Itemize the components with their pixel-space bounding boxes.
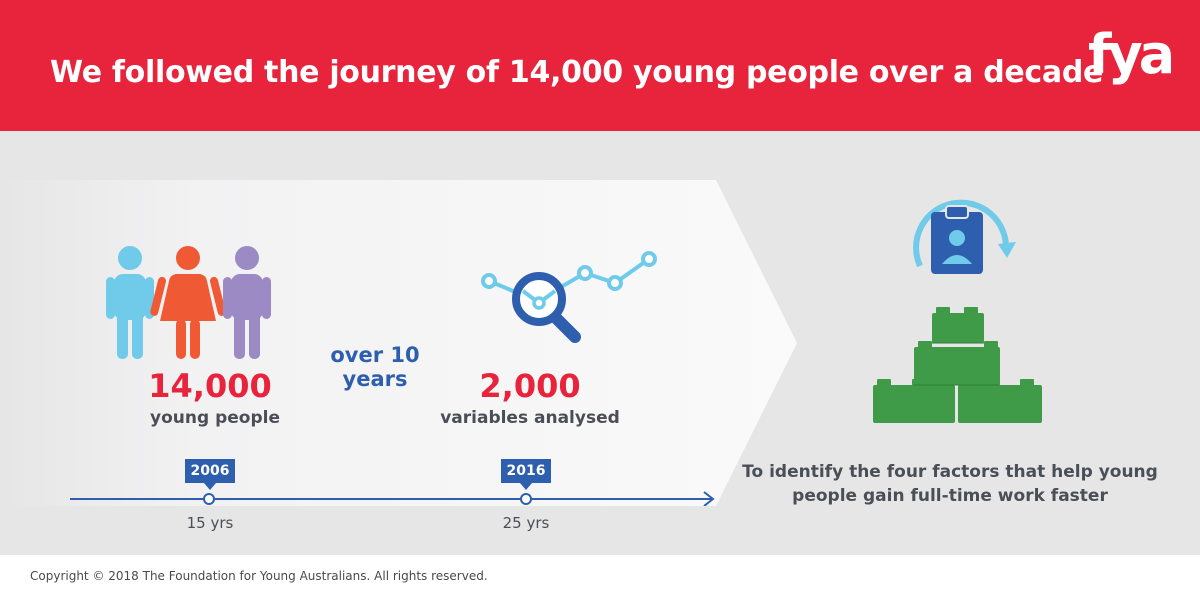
- year-badge-start: 2006: [185, 459, 235, 490]
- people-count-label: young people: [150, 408, 280, 428]
- age-label-start: 15 yrs: [186, 514, 234, 532]
- goal-statement: To identify the four factors that help y…: [742, 462, 1158, 506]
- year-badge-end: 2016: [501, 459, 551, 490]
- footer: Copyright © 2018 The Foundation for Youn…: [0, 555, 1200, 600]
- building-blocks-icon: [873, 307, 1042, 423]
- duration-line-1: over 10: [330, 343, 420, 367]
- age-label-end: 25 yrs: [502, 514, 550, 532]
- timeline-axis: [70, 491, 715, 506]
- page-title: We followed the journey of 14,000 young …: [50, 55, 1104, 90]
- magnifier-chart-icon: [481, 251, 657, 343]
- timeline-marker-2016: [520, 493, 532, 505]
- id-card-cycle-icon: [913, 199, 1016, 274]
- duration-line-2: years: [342, 367, 408, 391]
- header-banner: We followed the journey of 14,000 young …: [0, 0, 1200, 131]
- variables-count-label: variables analysed: [440, 408, 620, 428]
- variables-count: 2,000: [479, 367, 581, 405]
- copyright-text: Copyright © 2018 The Foundation for Youn…: [30, 569, 488, 583]
- duration-text: over 10 years: [322, 343, 428, 391]
- infographic-panel: 14,000 young people over 10 years 2,000 …: [0, 131, 1200, 555]
- timeline-marker-2006: [203, 493, 215, 505]
- people-count: 14,000: [148, 367, 272, 405]
- fya-logo: fya: [1088, 23, 1175, 86]
- people-group-icon: [106, 246, 271, 359]
